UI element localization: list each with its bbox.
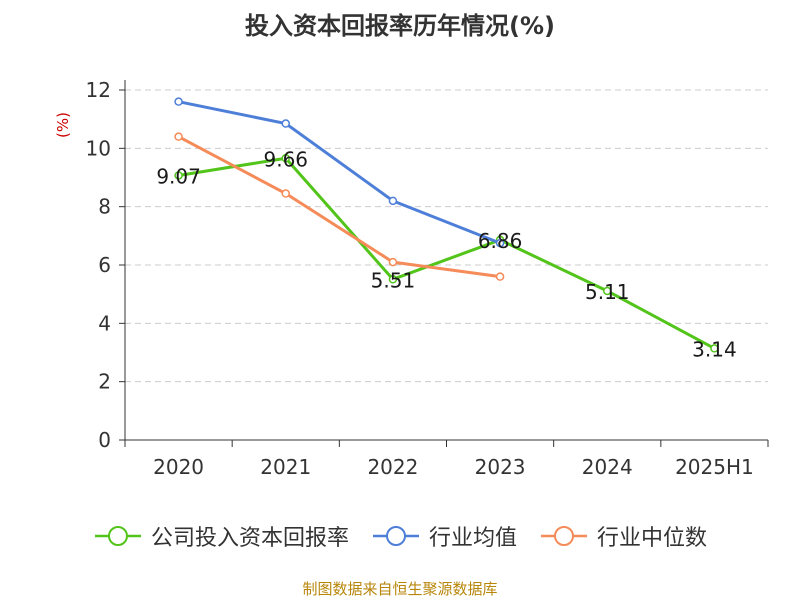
data-label: 5.51	[371, 268, 416, 292]
y-tick-label: 4	[98, 311, 111, 335]
data-point	[388, 275, 398, 284]
x-tick-label: 2022	[367, 455, 418, 479]
data-point	[388, 196, 398, 206]
data-point	[495, 238, 505, 248]
legend-circle	[385, 526, 406, 546]
series-line	[178, 100, 501, 245]
x-tick-label: 2025H1	[675, 455, 754, 479]
x-tick-label: 2020	[153, 455, 204, 479]
legend-item[interactable]: 行业均值	[371, 520, 517, 552]
legend-item[interactable]: 行业中位数	[539, 520, 707, 552]
data-point	[495, 272, 505, 281]
data-point	[174, 97, 183, 106]
data-source-note: 制图数据来自恒生聚源数据库	[302, 580, 498, 598]
x-tick-label: 2021	[260, 455, 311, 479]
chart-legend: 公司投入资本回报率 行业均值 行业中位数	[0, 520, 800, 552]
y-axis-label: (%)	[54, 112, 72, 138]
data-point	[281, 154, 290, 163]
legend-label: 行业均值	[428, 526, 517, 551]
legend-item[interactable]: 公司投入资本回报率	[93, 520, 349, 552]
data-label: 6.86	[478, 229, 523, 253]
data-label: 9.07	[156, 164, 201, 188]
data-point	[281, 119, 290, 128]
data-point	[710, 344, 719, 353]
y-tick-label: 12	[86, 78, 111, 102]
y-tick-label: 0	[98, 428, 111, 452]
legend-circle	[554, 526, 574, 546]
legend-marker-icon	[372, 526, 419, 546]
gridlines	[125, 89, 768, 383]
series-line	[178, 156, 716, 350]
y-tick-label: 8	[98, 195, 111, 219]
data-label: 3.14	[692, 337, 737, 361]
y-tick-label: 6	[98, 253, 111, 277]
x-tick-label: 2024	[582, 455, 633, 479]
data-label: 9.66	[263, 147, 308, 171]
series-lines	[174, 97, 719, 353]
data-point	[603, 286, 612, 296]
data-point	[388, 257, 398, 267]
y-tick-label: 10	[86, 136, 111, 160]
data-labels: 9.07 9.66 5.51 6.86 5.11 3.14	[156, 147, 736, 361]
series-line	[177, 135, 501, 279]
legend-label: 公司投入资本回报率	[150, 526, 349, 551]
chart-title: 投入资本回报率历年情况(%)	[245, 12, 555, 40]
data-label: 5.11	[585, 280, 630, 304]
legend-marker-icon	[541, 526, 587, 546]
x-tick-label: 2023	[475, 455, 526, 479]
axes: 0 2 4 6 8 10 12 2020 2021 2022 2023 2024 2025H1	[86, 78, 769, 479]
data-point	[281, 189, 290, 198]
y-tick-label: 2	[98, 370, 111, 394]
legend-marker-icon	[94, 526, 141, 546]
data-point	[174, 132, 183, 141]
legend-circle	[107, 526, 128, 546]
legend-label: 行业中位数	[597, 526, 708, 551]
line-chart: 0 2 4 6 8 10 12 2020 2021 2022 2023 2024 2025H1 9.07…	[54, 78, 769, 479]
data-point	[174, 171, 183, 180]
